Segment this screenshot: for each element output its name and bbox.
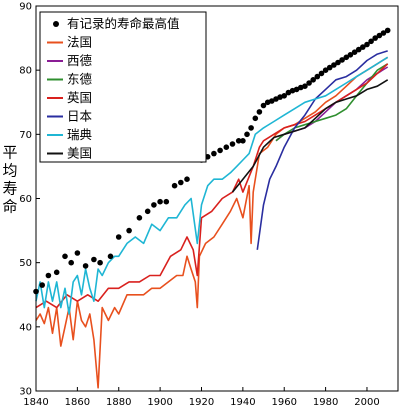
y-tick-label: 30 [19,387,32,398]
legend-record-marker [53,21,59,27]
record-point [252,115,259,122]
record-point [144,208,151,215]
record-point [82,263,89,269]
record-point [229,141,236,147]
y-tick-label: 80 [19,66,32,77]
record-point [314,73,321,80]
record-point [91,256,97,263]
y-axis-label-char: 命 [2,197,17,215]
legend-label-2: 东德 [67,72,93,87]
record-point [53,269,60,276]
x-tick-label: 1960 [272,397,297,408]
record-point [45,272,52,279]
x-tick-label: 1900 [147,397,172,408]
record-point [322,67,329,73]
legend-label-1: 西德 [67,53,93,68]
x-tick-label: 1860 [65,397,90,408]
legend-label-5: 瑞典 [67,127,92,142]
record-point [62,253,68,260]
record-point [302,83,308,89]
record-point [384,27,391,34]
y-axis-label-char: 寿 [2,179,17,197]
record-point [339,57,345,63]
record-point [163,198,170,205]
y-tick-label: 40 [19,322,32,333]
x-tick-label: 1840 [23,397,48,408]
x-tick-label: 1880 [106,397,131,408]
record-point [184,176,190,182]
record-point [171,182,178,189]
record-point [306,80,312,86]
legend-label-6: 美国 [67,146,92,161]
x-tick-label: 2000 [354,397,379,408]
series-line-2 [275,63,389,142]
x-tick-label: 1980 [313,397,338,408]
record-point [74,250,81,256]
record-point [211,150,217,157]
record-point [97,259,103,266]
axes-layer: 30 40 50 60 70 80 90 1840 1860 1880 1900 1920 1940 19… [19,2,399,408]
y-tick-label: 60 [19,194,32,205]
record-point [368,38,374,45]
record-point [240,138,246,144]
record-point [347,52,354,58]
record-point [136,215,143,221]
series-line-6 [231,79,389,193]
record-point [318,70,325,77]
record-point [376,32,383,39]
y-tick-label: 90 [19,2,32,13]
record-point [269,98,275,104]
record-point [351,49,358,55]
record-point [364,41,370,48]
legend-record-label: 有记录的寿命最高值 [67,16,180,31]
record-point [157,198,163,205]
record-point [256,109,263,115]
record-point [126,227,132,234]
legend-box [39,11,207,163]
record-point [115,234,122,240]
record-point [331,62,337,68]
record-point [360,44,366,50]
record-point [293,86,300,93]
record-point [244,131,250,138]
record-point [107,253,114,260]
y-tick-label: 50 [19,258,32,269]
record-point [217,147,223,154]
record-point [355,46,362,53]
y-tick-label: 70 [19,130,32,141]
record-point [326,64,333,71]
record-point [310,77,317,83]
series-line-5 [35,56,389,315]
record-point [260,102,267,109]
record-point [372,35,379,41]
record-point [380,30,387,36]
record-point [68,259,74,266]
record-point [151,202,157,208]
record-points-layer [33,27,391,295]
record-point [39,282,45,288]
record-point [178,179,184,186]
record-point [335,59,341,66]
x-tick-label: 1920 [189,397,214,408]
record-point [281,93,288,99]
legend-label-4: 日本 [67,109,93,124]
record-point [343,54,350,61]
legend-label-0: 法国 [67,35,92,50]
series-layer [35,50,389,389]
legend-label-3: 英国 [67,90,92,105]
y-axis-label-char: 均 [2,161,17,179]
record-point [235,138,242,144]
record-point [223,144,230,150]
record-point [248,125,254,131]
x-tick-label: 1940 [230,397,255,408]
y-axis-label-char: 平 [2,143,17,161]
